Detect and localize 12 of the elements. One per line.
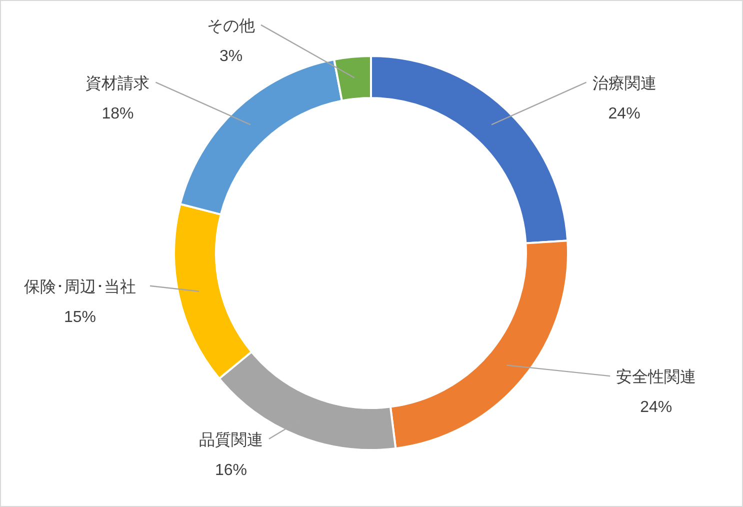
- data-label: 16%: [214, 462, 248, 479]
- slice-label: その他: [207, 18, 255, 35]
- slice-label: 治療関連: [592, 74, 656, 92]
- data-label: 3%: [219, 48, 243, 65]
- slice-label: 資材請求: [86, 74, 150, 92]
- slice-label: 安全性関連: [616, 368, 696, 386]
- data-label: 18%: [102, 105, 134, 122]
- slice-label: 保険･周辺･当社: [24, 278, 136, 296]
- slice-label: 品質関連: [199, 430, 263, 449]
- data-label: 24%: [640, 399, 672, 416]
- data-label: 24%: [608, 105, 640, 122]
- data-label: 15%: [64, 308, 96, 326]
